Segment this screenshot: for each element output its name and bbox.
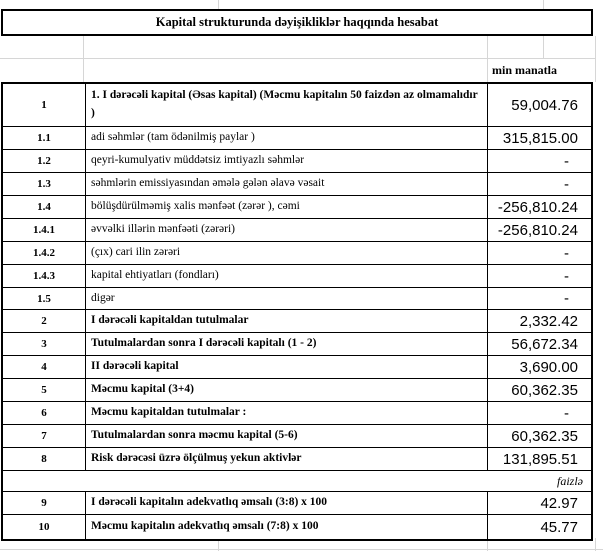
row-label-cell[interactable]: Tutulmalardan sonra I dərəcəli kapitalı … xyxy=(86,333,488,355)
row-label-cell[interactable]: əvvəlki illərin mənfəəti (zərəri) xyxy=(86,219,488,241)
row-number-cell[interactable]: 1.2 xyxy=(3,150,86,172)
row-value-cell[interactable]: - xyxy=(564,175,569,193)
row-label-cell[interactable]: I dərəcəli kapitaldan tutulmalar xyxy=(86,310,488,332)
row-number-cell[interactable]: 1.4.2 xyxy=(3,242,86,264)
gridline xyxy=(487,36,488,82)
table-row: 2 I dərəcəli kapitaldan tutulmalar 2,332… xyxy=(3,310,591,333)
gridline xyxy=(543,36,544,58)
table-row: 6 Məcmu kapitaldan tutulmalar : - xyxy=(3,402,591,425)
row-number-cell[interactable]: 1.4.1 xyxy=(3,219,86,241)
table-row: 1.4.2 (çıx) cari ilin zərəri - xyxy=(3,242,591,265)
row-number-cell[interactable]: 9 xyxy=(3,492,86,514)
table-row: 10 Məcmu kapitalın adekvatlıq əmsalı (7:… xyxy=(3,515,591,539)
table-row: 4 II dərəcəli kapital 3,690.00 xyxy=(3,356,591,379)
gridline xyxy=(595,538,596,551)
row-number-cell[interactable]: 1.1 xyxy=(3,127,86,149)
row-number-cell[interactable]: 1.4.3 xyxy=(3,265,86,287)
row-number-cell[interactable]: 1.5 xyxy=(3,288,86,309)
row-label-cell[interactable]: kapital ehtiyatları (fondları) xyxy=(86,265,488,287)
table-row: 3 Tutulmalardan sonra I dərəcəli kapital… xyxy=(3,333,591,356)
gridline xyxy=(487,538,488,551)
table-row: 1.4 bölüşdürülməmiş xalis mənfəət (zərər… xyxy=(3,196,591,219)
row-number-cell[interactable]: 1 xyxy=(3,84,86,126)
row-value-cell[interactable]: - xyxy=(564,244,569,262)
row-number-cell[interactable]: 8 xyxy=(3,448,86,470)
row-label-cell[interactable]: Məcmu kapitalın adekvatlıq əmsalı (7:8) … xyxy=(86,515,488,539)
table-row: 1 1. I dərəcəli kapital (Əsas kapital) (… xyxy=(3,84,591,127)
row-value-cell[interactable]: - xyxy=(564,267,569,285)
row-value-cell[interactable]: 56,672.34 xyxy=(511,335,578,353)
row-label-cell[interactable]: II dərəcəli kapital xyxy=(86,356,488,378)
table-row: 1.3 səhmlərin emissiyasından əmələ gələn… xyxy=(3,173,591,196)
row-number-cell[interactable]: 7 xyxy=(3,425,86,447)
row-label-cell[interactable]: adi səhmlər (tam ödənilmiş paylar ) xyxy=(86,127,488,149)
table-row: 7 Tutulmalardan sonra məcmu kapital (5-6… xyxy=(3,425,591,448)
row-number-cell[interactable]: 5 xyxy=(3,379,86,401)
row-label-cell[interactable]: (çıx) cari ilin zərəri xyxy=(86,242,488,264)
row-value-cell[interactable]: 3,690.00 xyxy=(519,358,578,376)
row-value-cell[interactable]: - xyxy=(564,152,569,170)
table-row: 1.2 qeyri-kumulyativ müddətsiz imtiyazlı… xyxy=(3,150,591,173)
unit-label: min manatla xyxy=(492,62,558,77)
row-label-cell[interactable]: Məcmu kapital (3+4) xyxy=(86,379,488,401)
gridline xyxy=(218,538,219,551)
row-number-cell[interactable]: 10 xyxy=(3,515,86,539)
row-value-cell[interactable]: 131,895.51 xyxy=(502,450,578,468)
percent-unit-row: faizlə xyxy=(3,471,591,492)
gridline xyxy=(0,549,603,550)
row-label-cell[interactable]: qeyri-kumulyativ müddətsiz imtiyazlı səh… xyxy=(86,150,488,172)
gridline xyxy=(543,0,544,9)
row-label-cell[interactable]: bölüşdürülməmiş xalis mənfəət (zərər ), … xyxy=(86,196,488,218)
row-value-cell[interactable]: 315,815.00 xyxy=(502,129,578,147)
report-title: Kapital strukturunda dəyişikliklər haqqı… xyxy=(1,9,593,36)
row-value-cell[interactable]: -256,810.24 xyxy=(497,221,578,239)
row-number-cell[interactable]: 1.4 xyxy=(3,196,86,218)
row-value-cell[interactable]: 42.97 xyxy=(540,494,578,512)
row-value-cell[interactable]: 2,332.42 xyxy=(519,312,578,330)
row-value-cell[interactable]: - xyxy=(564,290,569,307)
row-number-cell[interactable]: 1.3 xyxy=(3,173,86,195)
gridline xyxy=(83,36,84,82)
row-value-cell[interactable]: 59,004.76 xyxy=(511,96,578,114)
row-number-cell[interactable]: 2 xyxy=(3,310,86,332)
table-row: 1.5 digər - xyxy=(3,288,591,310)
row-label-cell[interactable]: digər xyxy=(86,288,488,309)
row-label-cell[interactable]: Məcmu kapitaldan tutulmalar : xyxy=(86,402,488,424)
table-row: 1.1 adi səhmlər (tam ödənilmiş paylar ) … xyxy=(3,127,591,150)
row-value-cell[interactable]: 45.77 xyxy=(540,518,578,536)
row-value-cell[interactable]: -256,810.24 xyxy=(497,198,578,216)
row-label-cell[interactable]: Risk dərəcəsi üzrə ölçülmuş yekun aktivl… xyxy=(86,448,488,470)
row-value-cell[interactable]: - xyxy=(564,404,569,422)
row-label-cell[interactable]: səhmlərin emissiyasından əmələ gələn əla… xyxy=(86,173,488,195)
row-value-cell[interactable]: 60,362.35 xyxy=(511,381,578,399)
gridline xyxy=(0,58,596,59)
gridline xyxy=(595,36,596,82)
table-row: 5 Məcmu kapital (3+4) 60,362.35 xyxy=(3,379,591,402)
row-number-cell[interactable]: 6 xyxy=(3,402,86,424)
table-row: 9 I dərəcəli kapitalın adekvatlıq əmsalı… xyxy=(3,492,591,515)
table-row: 8 Risk dərəcəsi üzrə ölçülmuş yekun akti… xyxy=(3,448,591,471)
capital-structure-table: 1 1. I dərəcəli kapital (Əsas kapital) (… xyxy=(1,82,593,541)
row-value-cell[interactable]: 60,362.35 xyxy=(511,427,578,445)
row-label-cell[interactable]: 1. I dərəcəli kapital (Əsas kapital) (Mə… xyxy=(86,84,488,126)
table-row: 1.4.1 əvvəlki illərin mənfəəti (zərəri) … xyxy=(3,219,591,242)
table-row: 1.4.3 kapital ehtiyatları (fondları) - xyxy=(3,265,591,288)
row-number-cell[interactable]: 4 xyxy=(3,356,86,378)
row-number-cell[interactable]: 3 xyxy=(3,333,86,355)
row-label-cell[interactable]: Tutulmalardan sonra məcmu kapital (5-6) xyxy=(86,425,488,447)
gridline xyxy=(218,0,219,9)
row-label-cell[interactable]: I dərəcəli kapitalın adekvatlıq əmsalı (… xyxy=(86,492,488,514)
